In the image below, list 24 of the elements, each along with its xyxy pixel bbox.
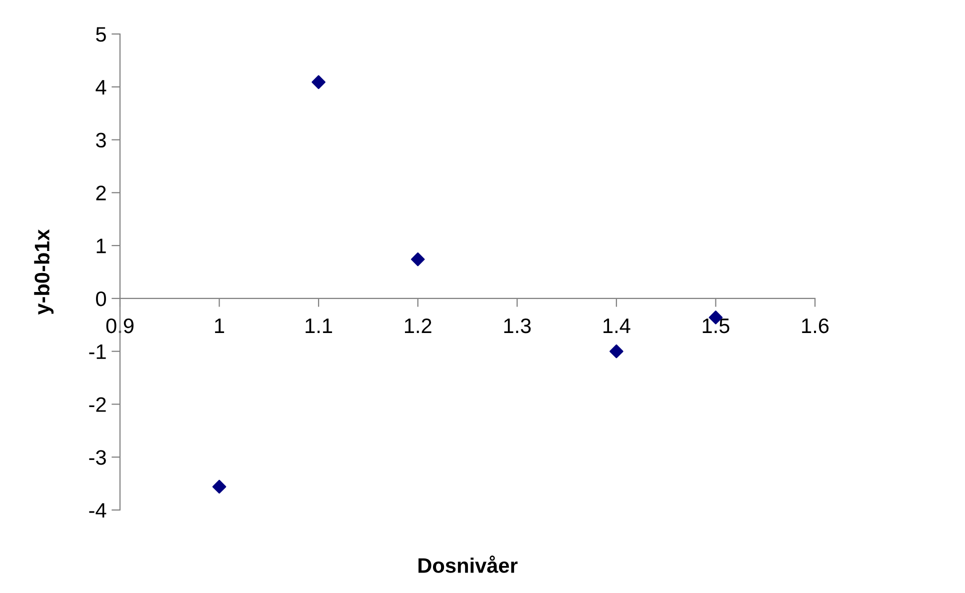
point	[312, 75, 326, 90]
y-tick-label: 0	[96, 291, 106, 306]
y-tick-label: 5	[96, 27, 106, 42]
x-tick-label: 1.4	[604, 318, 630, 333]
x-tick-label: 1.3	[504, 318, 531, 334]
y-tick-label: -2	[89, 397, 106, 412]
y-tick-label: -3	[89, 450, 106, 465]
point	[212, 480, 226, 494]
y-tick-label: -1	[89, 344, 106, 359]
x-axis-title: Dosnivåer	[418, 556, 518, 573]
x-tick-label: 1.2	[404, 318, 432, 333]
x-tick-label: 1.1	[306, 318, 332, 333]
point	[610, 344, 624, 358]
x-tick-label: 0.9	[106, 318, 134, 334]
y-tick-label: 4	[96, 80, 106, 94]
y-tick-label: 3	[96, 132, 106, 148]
y-tick-label: 2	[96, 186, 106, 200]
point	[410, 252, 425, 266]
x-tick-label: 1	[215, 318, 224, 333]
x-tick-label: 1.6	[802, 318, 829, 334]
y-axis-title: y-b0-b1x	[34, 229, 54, 315]
x-tick-label: 1.5	[702, 318, 730, 334]
y-tick-label: 1	[96, 238, 106, 254]
y-tick-label: -4	[89, 503, 106, 518]
